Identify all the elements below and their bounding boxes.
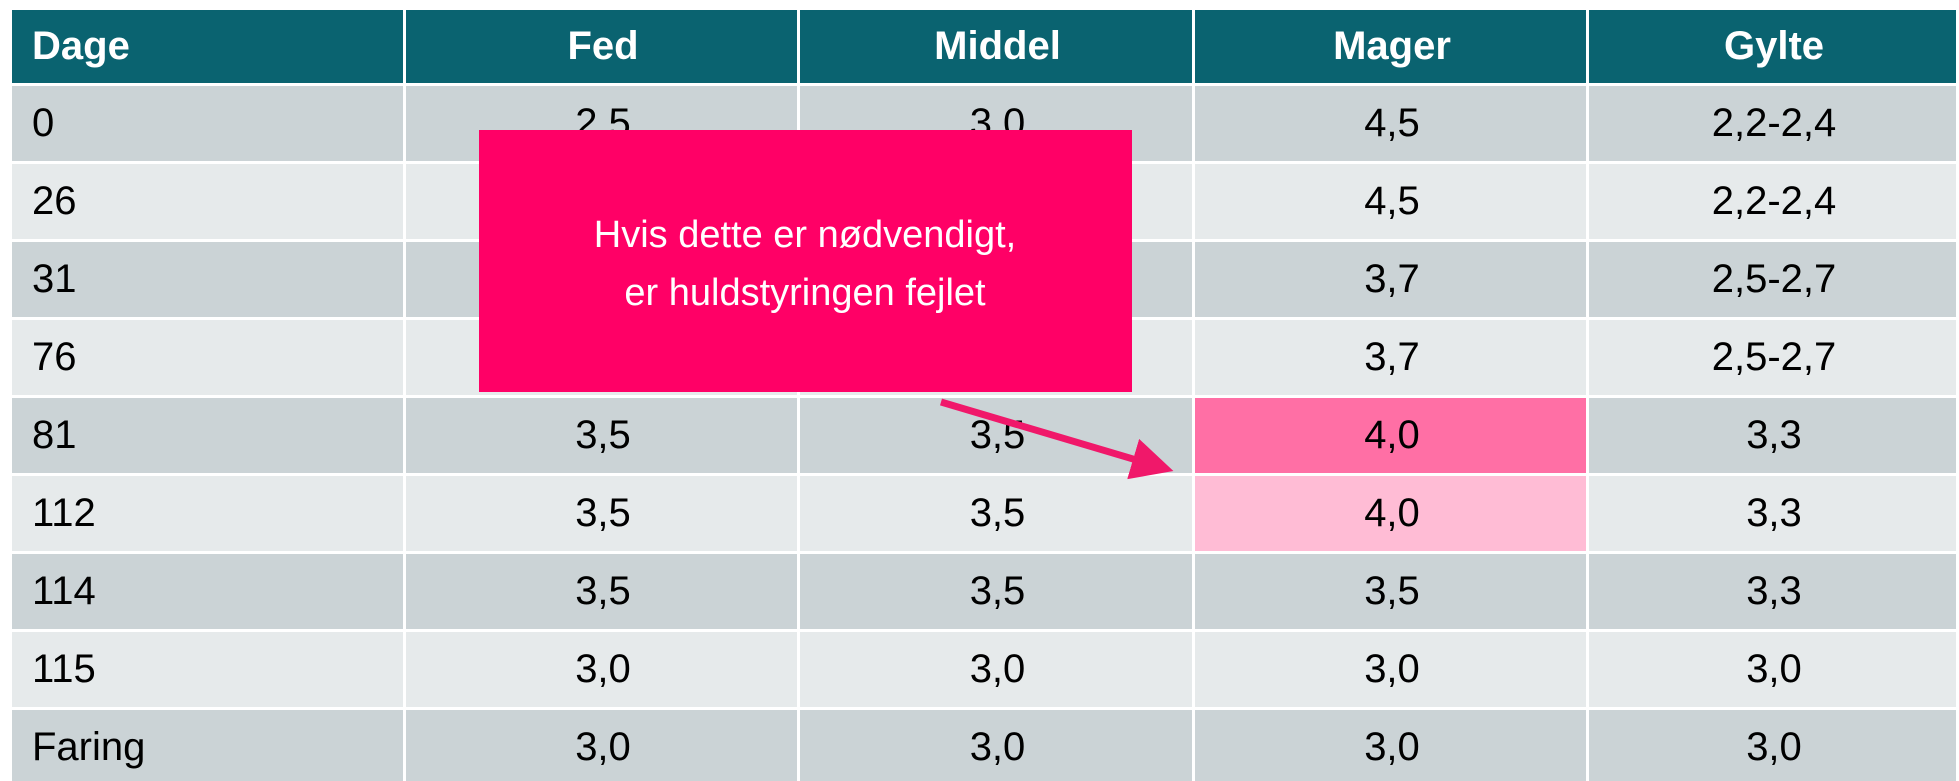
- cell-text: 2,5-2,7: [1712, 335, 1837, 379]
- cell: [1195, 164, 1586, 239]
- cell: [1195, 710, 1586, 781]
- cell-text: 3,7: [1364, 335, 1420, 379]
- cell-text: 3,0: [970, 647, 1026, 691]
- cell: [406, 398, 797, 473]
- cell: [1589, 86, 1956, 161]
- cell-text: 3,0: [1746, 725, 1802, 769]
- cell: [1589, 164, 1956, 239]
- cell-text: 3,3: [1746, 413, 1802, 457]
- header-cell: [800, 10, 1192, 83]
- cell-text: 3,5: [575, 569, 631, 613]
- cell: [1589, 476, 1956, 551]
- cell: [406, 632, 797, 707]
- cell-text: 3,5: [575, 413, 631, 457]
- cell-text: 4,0: [1364, 491, 1420, 535]
- cell-text: 112: [32, 491, 96, 535]
- cell: [12, 242, 403, 317]
- cell-text: 3,0: [970, 725, 1026, 769]
- cell-text: 76: [32, 335, 77, 379]
- callout-text: er huldstyringen fejlet: [624, 272, 986, 314]
- cell: [800, 554, 1192, 629]
- cell-text: 3,0: [575, 647, 631, 691]
- cell-text: 4,0: [1364, 413, 1420, 457]
- header-cell: [1195, 10, 1586, 83]
- cell: [12, 86, 403, 161]
- cell-text: 3,5: [575, 491, 631, 535]
- cell: [800, 632, 1192, 707]
- cell: [1195, 320, 1586, 395]
- cell-text: 4,5: [1364, 179, 1420, 223]
- callout-box: [479, 130, 1132, 392]
- cell-text: 2,5-2,7: [1712, 257, 1837, 301]
- header-cell: [406, 10, 797, 83]
- cell-text: 4,5: [1364, 101, 1420, 145]
- cell-text: 114: [32, 569, 96, 613]
- cell-text: 115: [32, 647, 96, 691]
- cell: [12, 320, 403, 395]
- cell: [800, 710, 1192, 781]
- cell: [12, 476, 403, 551]
- cell-text: 26: [32, 179, 77, 223]
- cell: [1589, 632, 1956, 707]
- cell-text: 3,0: [1364, 647, 1420, 691]
- cell-text: 3,3: [1746, 491, 1802, 535]
- header-text: Dage: [32, 24, 130, 68]
- cell: [12, 398, 403, 473]
- cell: [1195, 554, 1586, 629]
- cell: [1589, 398, 1956, 473]
- cell: [406, 476, 797, 551]
- cell-text: 3,7: [1364, 257, 1420, 301]
- callout-text: Hvis dette er nødvendigt,: [594, 214, 1016, 256]
- header-text: Middel: [934, 24, 1061, 68]
- cell-text: 3,0: [575, 725, 631, 769]
- cell: [12, 710, 403, 781]
- cell: [1195, 86, 1586, 161]
- cell-text: 81: [32, 413, 77, 457]
- cell: [406, 554, 797, 629]
- cell: [1195, 476, 1586, 551]
- header-text: Gylte: [1724, 24, 1824, 68]
- cell: [800, 476, 1192, 551]
- cell: [1589, 320, 1956, 395]
- cell: [1589, 554, 1956, 629]
- cell-text: 2,2-2,4: [1712, 101, 1837, 145]
- cell-text: 3,0: [1746, 647, 1802, 691]
- cell: [12, 632, 403, 707]
- cell-text: 0: [32, 101, 54, 145]
- cell: [1195, 242, 1586, 317]
- header-cell: [1589, 10, 1956, 83]
- cell-text: 3,3: [1746, 569, 1802, 613]
- cell-text: 3,5: [1364, 569, 1420, 613]
- cell: [1195, 398, 1586, 473]
- cell: [1195, 632, 1586, 707]
- cell-text: 2,2-2,4: [1712, 179, 1837, 223]
- cell-text: 3,5: [970, 491, 1026, 535]
- callout-arrow: [940, 398, 1174, 480]
- cell-text: 31: [32, 257, 77, 301]
- cell: [1589, 242, 1956, 317]
- cell-text: 3,0: [1364, 725, 1420, 769]
- cell: [406, 710, 797, 781]
- header-text: Mager: [1333, 24, 1451, 68]
- cell: [12, 554, 403, 629]
- cell: [12, 164, 403, 239]
- cell: [1589, 710, 1956, 781]
- header-cell: [12, 10, 403, 83]
- header-text: Fed: [567, 24, 638, 68]
- cell-text: 3,5: [970, 569, 1026, 613]
- cell-text: Faring: [32, 725, 145, 769]
